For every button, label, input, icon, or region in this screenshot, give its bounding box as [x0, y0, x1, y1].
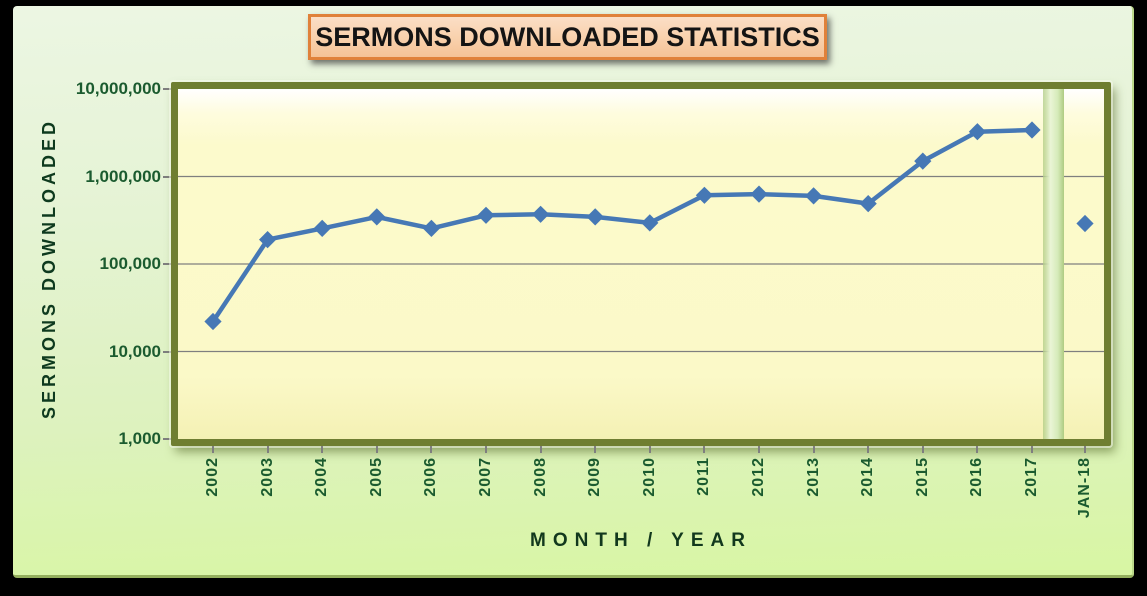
- chart-title-box: SERMONS DOWNLOADED STATISTICS: [308, 14, 827, 60]
- data-point-2015: [914, 152, 932, 170]
- x-tick-mark: [812, 446, 815, 453]
- x-tick-mark: [266, 446, 269, 453]
- x-tick-mark: [212, 446, 214, 453]
- x-tick-label: 2015: [913, 457, 931, 497]
- x-tick-label: 2009: [586, 457, 604, 497]
- data-point-2009: [586, 208, 604, 226]
- x-tick-mark: [976, 446, 979, 453]
- x-tick-label: 2003: [258, 457, 276, 497]
- x-tick-mark: [430, 446, 433, 453]
- data-point-2012: [750, 185, 768, 203]
- x-tick-mark: [1031, 446, 1033, 453]
- x-tick-label: 2010: [640, 457, 658, 497]
- x-tick-label: JAN-18: [1076, 457, 1093, 519]
- x-tick-mark: [648, 446, 651, 453]
- x-tick-label: 2002: [204, 457, 221, 497]
- x-tick-mark: [921, 446, 924, 453]
- x-tick-label: 2016: [968, 457, 986, 497]
- data-point-2016: [968, 123, 986, 141]
- x-tick-mark: [321, 446, 324, 453]
- data-point-2010: [641, 214, 659, 232]
- data-point-2002: [204, 312, 222, 331]
- data-point-2007: [477, 206, 495, 224]
- data-point-2005: [368, 208, 386, 226]
- x-axis-title: MONTH / YEAR: [530, 530, 752, 551]
- data-point-2014: [859, 195, 877, 213]
- x-tick-mark: [867, 446, 870, 453]
- y-tick-label: 100,000: [99, 254, 161, 273]
- data-point-2004: [313, 219, 331, 237]
- y-tick-mark: [163, 350, 171, 353]
- y-tick-label: 10,000,000: [75, 79, 161, 98]
- x-tick-label: 2014: [859, 457, 877, 497]
- x-tick-mark: [758, 446, 760, 453]
- x-tick-label: 2004: [313, 457, 331, 497]
- x-tick-label: 2005: [367, 457, 385, 497]
- x-tick-label: 2008: [531, 457, 549, 497]
- data-point-2006: [422, 219, 440, 237]
- plot-svg: [178, 89, 1104, 439]
- x-tick-label: 2011: [695, 457, 713, 496]
- x-tick-mark: [1084, 446, 1086, 453]
- x-tick-mark: [703, 446, 706, 453]
- data-point-2017: [1023, 121, 1041, 139]
- separator-band: [1043, 89, 1064, 439]
- x-tick-label: 2012: [750, 457, 767, 497]
- plot-area: [171, 82, 1111, 446]
- series-line: [210, 127, 1035, 324]
- y-tick-mark: [163, 88, 171, 90]
- data-point-JAN-18: [1076, 214, 1094, 233]
- y-tick-mark: [163, 175, 171, 178]
- data-point-2008: [532, 205, 550, 223]
- x-tick-mark: [594, 446, 597, 453]
- data-point-2011: [695, 186, 713, 204]
- chart-card: SERMONS DOWNLOADED STATISTICS SERMONS DO…: [13, 6, 1134, 578]
- y-tick-label: 10,000: [109, 341, 161, 361]
- y-tick-label: 1,000,000: [85, 166, 161, 186]
- x-tick-label: 2006: [422, 457, 440, 497]
- x-tick-mark: [485, 446, 487, 453]
- y-tick-mark: [163, 263, 171, 265]
- data-point-2013: [805, 187, 823, 205]
- y-tick-label: 1,000: [118, 429, 161, 448]
- x-tick-label: 2013: [804, 457, 822, 497]
- x-tick-label: 2007: [477, 457, 494, 497]
- x-tick-mark: [539, 446, 542, 453]
- y-tick-mark: [163, 438, 171, 440]
- x-tick-label: 2017: [1023, 457, 1040, 497]
- x-tick-mark: [375, 446, 378, 453]
- chart-title: SERMONS DOWNLOADED STATISTICS: [315, 21, 820, 52]
